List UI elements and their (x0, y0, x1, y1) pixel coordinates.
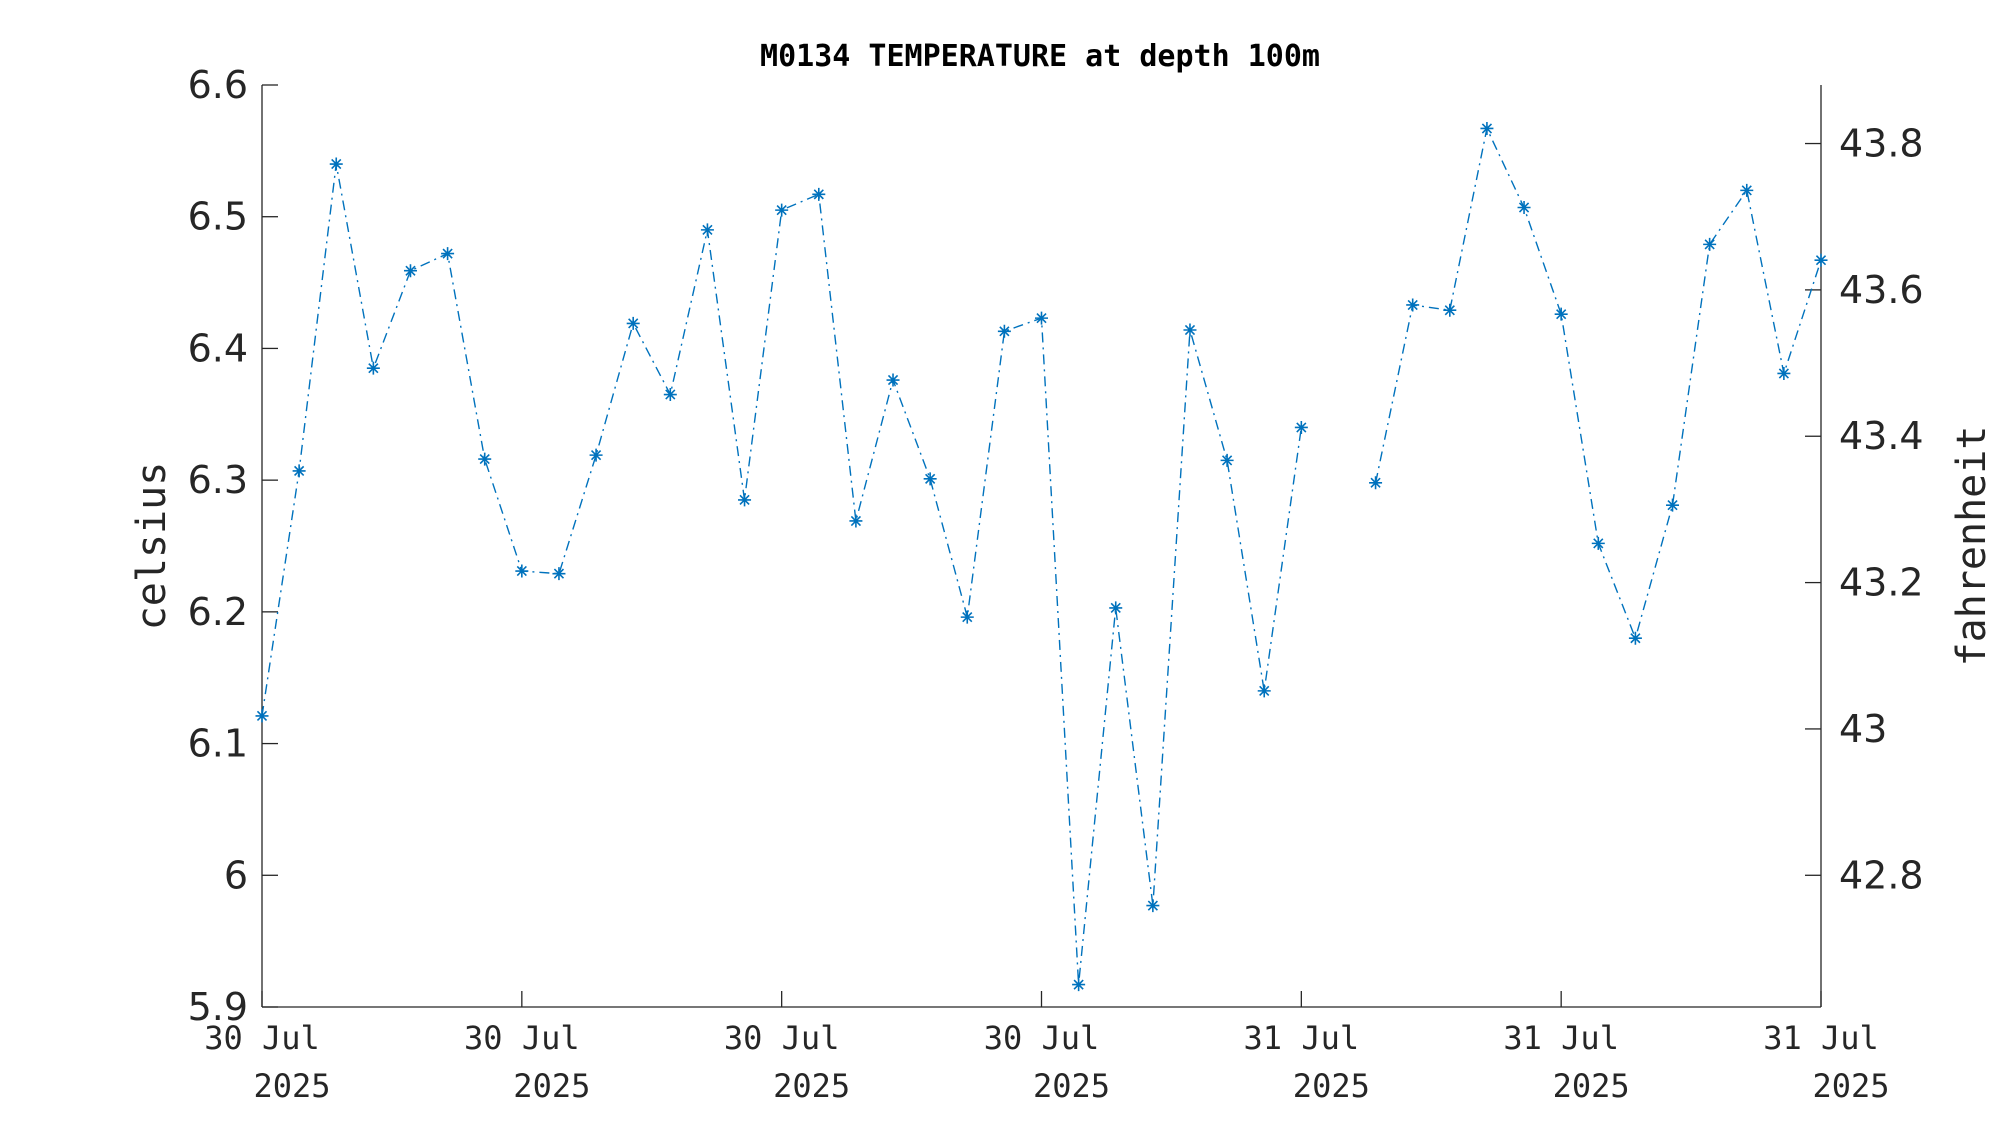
data-point (700, 223, 714, 237)
chart-title: M0134 TEMPERATURE at depth 100m (760, 39, 1320, 74)
data-point (1369, 476, 1383, 490)
y2-tick-label: 43.4 (1839, 414, 1924, 458)
data-point (923, 472, 937, 486)
y-tick-label: 5.9 (188, 985, 248, 1029)
data-point (255, 709, 269, 723)
x-tick-label-date: 31 Jul (1503, 1019, 1619, 1057)
data-point (329, 157, 343, 171)
series-line (1374, 126, 1822, 641)
y2-tick-label: 43 (1839, 707, 1887, 751)
data-point (886, 373, 900, 387)
data-point (292, 464, 306, 478)
data-point (1109, 601, 1123, 615)
data-point (366, 361, 380, 375)
x-tick-label-date: 31 Jul (1244, 1019, 1360, 1057)
y2-tick-label: 43.8 (1839, 122, 1924, 166)
data-point (1666, 498, 1680, 512)
y-tick-label: 6 (224, 853, 248, 897)
data-point (589, 448, 603, 462)
data-point (478, 452, 492, 466)
data-point (1183, 323, 1197, 337)
x-tick-label-year: 2025 (1812, 1067, 1889, 1105)
y-tick-label: 6.1 (188, 722, 248, 766)
data-point (1220, 453, 1234, 467)
y2-axis-label: fahrenheit (1949, 426, 1995, 667)
x-ticks: 30 Jul 2025 30 Jul 2025 30 Jul 2025 30 Jul 2025… (204, 991, 1890, 1105)
y-tick-label: 6.5 (188, 195, 248, 239)
y2-tick-label: 43.6 (1839, 268, 1924, 312)
x-tick-label-year: 2025 (1033, 1067, 1110, 1105)
x-tick-label-year: 2025 (513, 1067, 590, 1105)
data-point (441, 247, 455, 261)
x-tick-label-date: 30 Jul (204, 1019, 320, 1057)
right-y-ticks: 42.8 43 43.2 43.4 43.6 43.8 (1805, 122, 1924, 897)
data-point (1257, 684, 1271, 698)
data-point (812, 187, 826, 201)
y2-tick-label: 42.8 (1839, 853, 1924, 897)
data-point (1146, 899, 1160, 913)
data-point (738, 493, 752, 507)
x-tick-label-date: 30 Jul (464, 1019, 580, 1057)
data-point (1777, 366, 1791, 380)
x-tick-label-date: 31 Jul (1763, 1019, 1879, 1057)
data-point (1406, 298, 1420, 312)
data-point (1517, 200, 1531, 214)
y2-tick-label: 43.2 (1839, 561, 1924, 605)
temperature-series (255, 121, 1828, 992)
data-point (775, 203, 789, 217)
data-point (1814, 253, 1828, 267)
data-point (515, 564, 529, 578)
data-point (997, 324, 1011, 338)
data-point (1072, 978, 1086, 992)
x-tick-label-year: 2025 (253, 1067, 330, 1105)
y-tick-label: 6.3 (188, 458, 248, 502)
x-tick-label-year: 2025 (1553, 1067, 1630, 1105)
data-point (403, 264, 417, 278)
data-point (1480, 121, 1494, 135)
data-point (1591, 536, 1605, 550)
data-point (1628, 631, 1642, 645)
y-axis-label: celsius (129, 462, 175, 631)
x-tick-label-date: 30 Jul (984, 1019, 1100, 1057)
data-point (552, 567, 566, 581)
y-tick-label: 6.4 (188, 326, 248, 370)
series-line (261, 163, 1302, 985)
data-point (1703, 237, 1717, 251)
x-tick-label-date: 30 Jul (724, 1019, 840, 1057)
left-y-ticks: 5.9 6 6.1 6.2 6.3 6.4 6.5 6.6 (188, 63, 278, 1029)
y-tick-label: 6.2 (188, 590, 248, 634)
data-point (1554, 307, 1568, 321)
data-point (626, 316, 640, 330)
data-point (960, 610, 974, 624)
data-point (1443, 303, 1457, 317)
y-tick-label: 6.6 (188, 63, 248, 107)
data-point (663, 388, 677, 402)
data-point (1294, 420, 1308, 434)
data-point (1035, 311, 1048, 325)
x-tick-label-year: 2025 (1293, 1067, 1370, 1105)
data-point (1740, 183, 1754, 197)
x-tick-label-year: 2025 (773, 1067, 850, 1105)
data-point (849, 514, 863, 528)
